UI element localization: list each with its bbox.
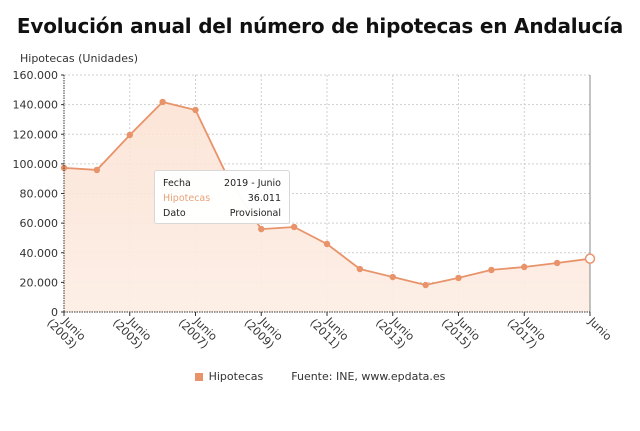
data-point[interactable] [584,253,596,264]
data-point[interactable] [93,166,101,174]
tooltip-value: 36.011 [247,193,281,204]
tooltip-row-hipotecas: Hipotecas 36.011 [163,191,281,206]
y-tick-label: 140.000 [13,99,59,112]
x-tick-label: Junio [585,314,614,343]
y-tick-label: 60.000 [20,217,59,230]
y-tick-label: 120.000 [13,128,59,141]
x-tick-label: Junio(2015) [439,314,483,351]
x-tick-label: Junio(2007) [176,314,220,351]
x-tick-label: Junio(2011) [307,314,351,351]
x-tick-label: Junio(2017) [505,314,549,351]
tooltip: Fecha 2019 - Junio Hipotecas 36.011 Dato… [154,170,290,224]
tooltip-row-fecha: Fecha 2019 - Junio [163,176,281,191]
tooltip-row-dato: Dato Provisional [163,206,281,221]
data-point[interactable] [521,263,528,271]
data-point[interactable] [422,281,429,289]
x-tick-label: Junio(2005) [110,314,154,351]
legend: Hipotecas Fuente: INE, www.epdata.es [0,370,640,383]
y-tick-label: 40.000 [20,247,59,260]
y-tick-label: 0 [51,306,58,319]
y-tick-label: 80.000 [20,188,59,201]
x-tick-label: Junio(2009) [242,314,286,351]
x-tick-label: Junio(2013) [373,314,417,351]
y-tick-label: 160.000 [13,69,59,82]
tooltip-value: Provisional [229,208,281,219]
data-point[interactable] [356,265,364,273]
tooltip-key: Fecha [163,178,191,189]
tooltip-key: Dato [163,208,186,219]
y-tick-label: 100.000 [13,158,59,171]
y-axis-ticks: 0 20.000 40.000 60.000 80.000 100.000 120.000 1… [13,69,64,319]
data-point[interactable] [126,131,133,139]
svg-text:Junio: Junio [585,314,614,343]
data-point[interactable] [323,240,331,248]
x-axis-ticks: Junio(2003) Junio(2005) Junio(2007) Junio(2… [44,312,614,351]
data-point[interactable] [159,98,166,106]
legend-item-hipotecas[interactable]: Hipotecas [194,370,264,383]
data-point[interactable] [258,225,265,233]
y-tick-label: 20.000 [20,276,59,289]
legend-swatch-icon [194,372,203,381]
chart-title: Evolución anual del número de hipotecas … [16,14,624,38]
data-point[interactable] [455,274,462,282]
tooltip-key: Hipotecas [163,193,211,204]
legend-label: Hipotecas [208,370,264,383]
data-points [60,98,596,289]
y-axis-title: Hipotecas (Unidades) [20,52,139,65]
source-note: Fuente: INE, www.epdata.es [291,370,446,383]
data-point[interactable] [389,273,396,281]
data-point[interactable] [192,106,199,114]
tooltip-value: 2019 - Junio [224,178,281,189]
data-point[interactable] [488,266,495,274]
area-fill [64,102,590,312]
data-point[interactable] [553,259,561,267]
data-point[interactable] [290,223,298,231]
